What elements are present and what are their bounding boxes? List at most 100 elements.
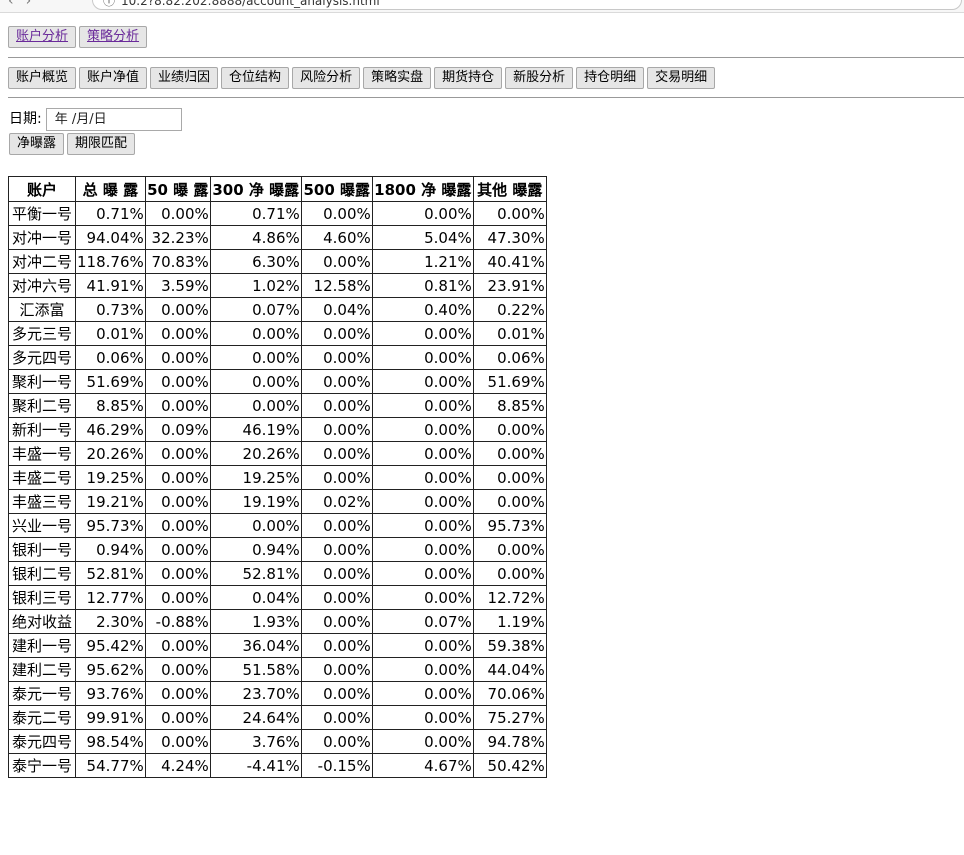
cell-300-net-exposure: 0.00%: [209, 321, 302, 346]
cell-300-net-exposure: 24.64%: [209, 705, 302, 730]
table-row: 对冲二号 118.76% 70.83% 6.30% 0.00% 1.21% 40.41%: [8, 249, 547, 274]
holdings-detail-button[interactable]: 持仓明细: [576, 67, 645, 89]
futures-holdings-button[interactable]: 期货持仓: [434, 67, 503, 89]
position-structure-button[interactable]: 仓位结构: [221, 67, 290, 89]
table-row: 银利二号 52.81% 0.00% 52.81% 0.00% 0.00% 0.00%: [8, 561, 547, 586]
cell-1800-net-exposure: 0.00%: [371, 705, 474, 730]
cell-account: 泰宁一号: [8, 753, 76, 778]
table-row: 丰盛三号 19.21% 0.00% 19.19% 0.02% 0.00% 0.00%: [8, 489, 547, 514]
cell-300-net-exposure: 46.19%: [209, 417, 302, 442]
account-nav-button[interactable]: 账户净值: [79, 67, 148, 89]
cell-total-exposure: 52.81%: [75, 561, 146, 586]
cell-other-exposure: 51.69%: [472, 369, 547, 394]
term-matching-button[interactable]: 期限匹配: [67, 133, 136, 155]
cell-50-exposure: 70.83%: [144, 249, 211, 274]
cell-account: 建利一号: [8, 633, 76, 658]
cell-300-net-exposure: 1.93%: [209, 609, 302, 634]
cell-account: 对冲六号: [8, 273, 76, 298]
net-exposure-button[interactable]: 净曝露: [9, 133, 65, 155]
table-row: 多元三号 0.01% 0.00% 0.00% 0.00% 0.00% 0.01%: [8, 321, 547, 346]
cell-total-exposure: 95.62%: [75, 657, 146, 682]
cell-300-net-exposure: 19.25%: [209, 465, 302, 490]
cell-50-exposure: 0.00%: [144, 681, 211, 706]
back-icon[interactable]: ‹: [8, 0, 14, 9]
cell-1800-net-exposure: 0.00%: [371, 321, 474, 346]
cell-50-exposure: 0.00%: [144, 561, 211, 586]
cell-50-exposure: 0.00%: [144, 537, 211, 562]
cell-500-exposure: 0.00%: [300, 441, 373, 466]
cell-500-exposure: 0.00%: [300, 513, 373, 538]
cell-total-exposure: 19.25%: [75, 465, 146, 490]
header-50-exposure: 50 曝 露: [144, 176, 211, 202]
cell-other-exposure: 94.78%: [472, 729, 547, 754]
cell-account: 多元三号: [8, 321, 76, 346]
address-bar[interactable]: ⓘ 10.2?8.82.202:8888/account_analysis.htm…: [92, 0, 962, 10]
account-overview-button[interactable]: 账户概览: [8, 67, 77, 89]
cell-50-exposure: 0.00%: [144, 705, 211, 730]
table-row: 泰元二号 99.91% 0.00% 24.64% 0.00% 0.00% 75.27%: [8, 705, 547, 730]
table-row: 建利一号 95.42% 0.00% 36.04% 0.00% 0.00% 59.38%: [8, 633, 547, 658]
cell-other-exposure: 47.30%: [472, 225, 547, 250]
table-row: 泰元四号 98.54% 0.00% 3.76% 0.00% 0.00% 94.78%: [8, 729, 547, 754]
cell-50-exposure: -0.88%: [144, 609, 211, 634]
forward-icon[interactable]: ›: [25, 0, 32, 9]
cell-500-exposure: 0.00%: [300, 201, 373, 226]
cell-total-exposure: 19.21%: [75, 489, 146, 514]
cell-300-net-exposure: 0.07%: [209, 297, 302, 322]
cell-300-net-exposure: 1.02%: [209, 273, 302, 298]
cell-total-exposure: 98.54%: [75, 729, 146, 754]
table-row: 绝对收益 2.30% -0.88% 1.93% 0.00% 0.07% 1.19%: [8, 609, 547, 634]
cell-500-exposure: 0.00%: [300, 585, 373, 610]
cell-account: 聚利一号: [8, 369, 76, 394]
cell-500-exposure: 0.00%: [300, 321, 373, 346]
performance-attribution-button[interactable]: 业绩归因: [150, 67, 219, 89]
cell-500-exposure: -0.15%: [300, 753, 373, 778]
cell-500-exposure: 0.02%: [300, 489, 373, 514]
header-300-net-exposure: 300 净 曝露: [209, 176, 302, 202]
cell-1800-net-exposure: 0.00%: [371, 585, 474, 610]
cell-other-exposure: 0.00%: [472, 465, 547, 490]
cell-account: 建利二号: [8, 657, 76, 682]
risk-analysis-button[interactable]: 风险分析: [292, 67, 361, 89]
cell-total-exposure: 118.76%: [75, 249, 146, 274]
cell-50-exposure: 32.23%: [144, 225, 211, 250]
trade-detail-button[interactable]: 交易明细: [647, 67, 716, 89]
cell-500-exposure: 0.00%: [300, 729, 373, 754]
table-row: 银利一号 0.94% 0.00% 0.94% 0.00% 0.00% 0.00%: [8, 537, 547, 562]
table-row: 泰元一号 93.76% 0.00% 23.70% 0.00% 0.00% 70.06%: [8, 681, 547, 706]
cell-500-exposure: 0.00%: [300, 345, 373, 370]
cell-300-net-exposure: 0.04%: [209, 585, 302, 610]
cell-other-exposure: 1.19%: [472, 609, 547, 634]
cell-50-exposure: 0.00%: [144, 369, 211, 394]
cell-300-net-exposure: 51.58%: [209, 657, 302, 682]
table-row: 兴业一号 95.73% 0.00% 0.00% 0.00% 0.00% 95.73%: [8, 513, 547, 538]
cell-500-exposure: 0.00%: [300, 633, 373, 658]
cell-50-exposure: 3.59%: [144, 273, 211, 298]
cell-account: 泰元二号: [8, 705, 76, 730]
cell-1800-net-exposure: 0.00%: [371, 729, 474, 754]
cell-500-exposure: 0.00%: [300, 249, 373, 274]
cell-account: 对冲二号: [8, 249, 76, 274]
strategy-live-button[interactable]: 策略实盘: [363, 67, 432, 89]
cell-total-exposure: 0.73%: [75, 297, 146, 322]
cell-50-exposure: 0.00%: [144, 489, 211, 514]
table-row: 多元四号 0.06% 0.00% 0.00% 0.00% 0.00% 0.06%: [8, 345, 547, 370]
table-row: 新利一号 46.29% 0.09% 46.19% 0.00% 0.00% 0.00%: [8, 417, 547, 442]
cell-1800-net-exposure: 0.00%: [371, 369, 474, 394]
cell-other-exposure: 44.04%: [472, 657, 547, 682]
tab-strategy-analysis[interactable]: 策略分析: [79, 26, 148, 48]
cell-account: 银利一号: [8, 537, 76, 562]
cell-other-exposure: 0.00%: [472, 441, 547, 466]
cell-300-net-exposure: -4.41%: [209, 753, 302, 778]
cell-1800-net-exposure: 0.00%: [371, 561, 474, 586]
ipo-analysis-button[interactable]: 新股分析: [505, 67, 574, 89]
cell-1800-net-exposure: 5.04%: [371, 225, 474, 250]
cell-account: 绝对收益: [8, 609, 76, 634]
cell-account: 丰盛一号: [8, 441, 76, 466]
top-nav: 账户分析 策略分析: [8, 26, 150, 48]
cell-other-exposure: 0.01%: [472, 321, 547, 346]
date-input[interactable]: 年 /月/日: [45, 108, 182, 131]
cell-500-exposure: 0.00%: [300, 393, 373, 418]
cell-50-exposure: 0.00%: [144, 441, 211, 466]
tab-account-analysis[interactable]: 账户分析: [8, 26, 77, 48]
